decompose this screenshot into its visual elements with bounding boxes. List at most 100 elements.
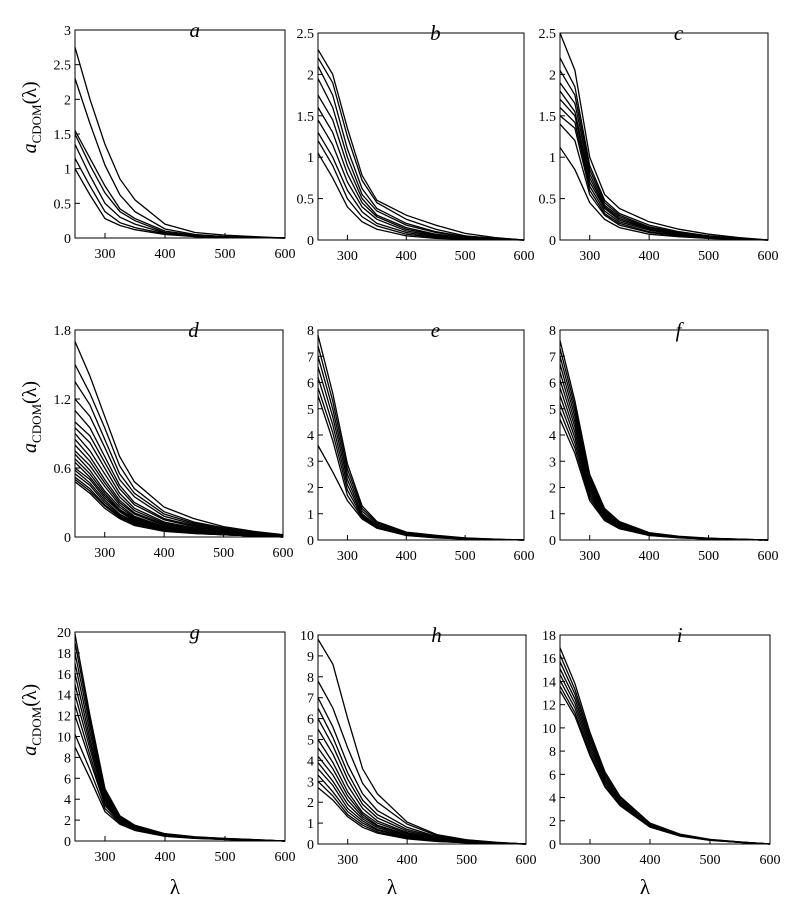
panel-e-xtick-label-500: 500 <box>455 549 476 564</box>
panel-d: 300 400 500 600 0 0.6 1.2 1.8 d aCDOM(λ) <box>19 318 294 561</box>
panel-f-curve-4 <box>559 363 769 541</box>
panel-h-curve-14 <box>317 787 527 845</box>
panel-h-ytick-label-3: 3 <box>307 775 314 790</box>
panel-a-frame <box>74 29 286 239</box>
panel-b-ytick-label-0: 0 <box>307 234 314 249</box>
panel-e-frame <box>317 329 525 541</box>
panel-c-ytick-label-1: 0.5 <box>539 193 557 208</box>
panel-a-curve-5 <box>74 144 286 239</box>
panel-h-ytick-label-0: 0 <box>307 838 314 853</box>
panel-i-ytick-label-7: 14 <box>542 675 556 690</box>
panel-g-ytick-label-10: 20 <box>57 626 71 641</box>
panel-c-curve-2 <box>559 57 769 241</box>
panel-a-curve-2 <box>74 78 286 239</box>
panel-b-xtick-label-300: 300 <box>337 249 358 264</box>
panel-e-curve-3 <box>317 356 525 541</box>
panel-f-ytick-label-0: 0 <box>549 534 556 549</box>
panel-e-xtick-label-300: 300 <box>337 549 358 564</box>
panel-f-ytick-label-8: 8 <box>549 324 556 339</box>
panel-a-ytick-label-5: 2.5 <box>54 59 72 74</box>
panel-h-ytick-label-6: 6 <box>307 713 314 728</box>
panel-a-curve-7 <box>74 168 286 239</box>
panel-f-xtick-label-600: 600 <box>758 549 779 564</box>
panel-g-curve-10 <box>74 734 286 842</box>
panel-a-ylabel: aCDOM(λ) <box>19 81 44 153</box>
panel-a-ytick-label-4: 2 <box>64 93 71 108</box>
panel-a-xtick-label-500: 500 <box>215 247 236 262</box>
panel-h-ytick-label-2: 2 <box>307 796 314 811</box>
panel-g-curve-11 <box>74 746 286 842</box>
panel-c-frame <box>559 32 769 241</box>
panel-a-xtick-label-600: 600 <box>275 247 296 262</box>
ylabel-subscript: CDOM <box>29 404 44 443</box>
panel-i-ytick-label-6: 12 <box>542 699 556 714</box>
panel-i-xtick-label-500: 500 <box>700 853 721 868</box>
ylabel-symbol: a <box>19 143 41 153</box>
panel-e-ytick-label-0: 0 <box>307 534 314 549</box>
panel-d-curve-20 <box>74 481 284 538</box>
panel-e: 300 400 500 600 0 1 2 3 4 5 6 7 8 e <box>307 318 535 564</box>
panel-g-ytick-label-0: 0 <box>64 835 71 850</box>
panel-b-ytick-label-3: 1.5 <box>297 110 315 125</box>
panel-g-curve-7 <box>74 694 286 842</box>
panel-a-xtick-label-300: 300 <box>95 247 116 262</box>
panel-f-frame <box>559 329 769 541</box>
panel-f-curve-9 <box>559 403 769 541</box>
panel-b-curve-1 <box>317 49 525 241</box>
panel-i-xlabel: λ <box>640 875 651 899</box>
panel-g-ytick-label-5: 10 <box>57 731 71 746</box>
panel-b-curve-3 <box>317 65 525 241</box>
panel-g-curve-9 <box>74 715 286 842</box>
panel-g-curve-4 <box>74 663 286 842</box>
panel-i-ytick-label-4: 8 <box>549 745 556 760</box>
panel-i-ytick-label-1: 2 <box>549 815 556 830</box>
panel-e-ytick-label-5: 5 <box>307 403 314 418</box>
panel-e-curve-6 <box>317 387 525 541</box>
panel-h-ytick-label-8: 8 <box>307 671 314 686</box>
panel-g-curve-8 <box>74 704 286 842</box>
panel-e-ytick-label-8: 8 <box>307 324 314 339</box>
panel-b-curve-4 <box>317 78 525 241</box>
panel-h-curve-4 <box>317 707 527 845</box>
ylabel-argument: (λ) <box>19 684 41 707</box>
panel-h-xtick-label-400: 400 <box>397 853 418 868</box>
panel-h-curve-5 <box>317 718 527 845</box>
panel-f-letter: f <box>676 318 685 342</box>
panel-g-xtick-label-400: 400 <box>155 850 176 865</box>
panel-i-curve-8 <box>559 690 771 845</box>
panel-g-ytick-label-7: 14 <box>57 689 71 704</box>
panel-b-xtick-label-400: 400 <box>396 249 417 264</box>
panel-g-ytick-label-2: 4 <box>64 793 71 808</box>
panel-a-ytick-label-1: 0.5 <box>54 197 72 212</box>
panel-h-xtick-label-500: 500 <box>456 853 477 868</box>
panel-d-ytick-label-0: 0 <box>64 531 71 546</box>
panel-f-xtick-label-400: 400 <box>639 549 660 564</box>
panel-e-letter: e <box>431 318 440 342</box>
panel-a-curve-6 <box>74 157 286 239</box>
panel-h-curve-2 <box>317 680 527 845</box>
panel-g-curve-2 <box>74 642 286 842</box>
panel-c-curve-3 <box>559 69 769 241</box>
panel-c-ytick-label-0: 0 <box>549 234 556 249</box>
panel-h-xtick-label-600: 600 <box>516 853 537 868</box>
panel-i-ytick-label-2: 4 <box>549 792 556 807</box>
panel-b-ytick-label-1: 0.5 <box>297 193 315 208</box>
panel-g-ytick-label-1: 2 <box>64 814 71 829</box>
panel-g-curve-5 <box>74 673 286 842</box>
panel-e-ytick-label-2: 2 <box>307 482 314 497</box>
panel-i-curve-6 <box>559 679 771 845</box>
panel-e-curve-1 <box>317 335 525 541</box>
panel-g-ytick-label-6: 12 <box>57 710 71 725</box>
panel-i-ytick-label-0: 0 <box>549 838 556 853</box>
panel-e-ytick-label-1: 1 <box>307 508 314 523</box>
panel-f: 300 400 500 600 0 1 2 3 4 5 6 7 8 f <box>549 318 779 564</box>
panel-d-ylabel: aCDOM(λ) <box>19 381 44 453</box>
panel-f-curve-11 <box>559 419 769 541</box>
panel-e-xtick-label-600: 600 <box>514 549 535 564</box>
ylabel-symbol: a <box>19 443 41 453</box>
panel-h-ytick-label-1: 1 <box>307 817 314 832</box>
panel-g-ytick-label-3: 6 <box>64 772 71 787</box>
panel-h-ytick-label-4: 4 <box>307 754 314 769</box>
panel-h-curve-6 <box>317 728 527 845</box>
panel-b-xtick-label-600: 600 <box>514 249 535 264</box>
